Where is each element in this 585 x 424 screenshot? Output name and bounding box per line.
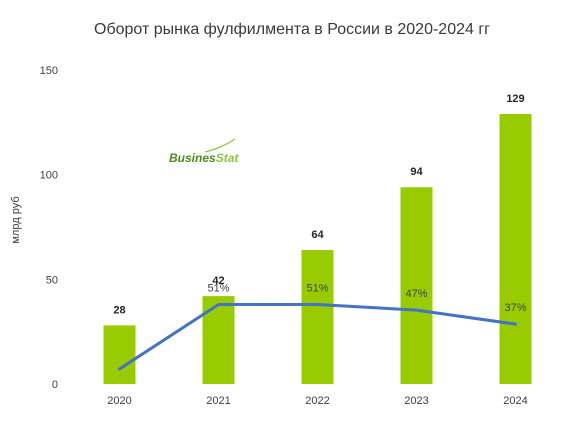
bar-value-label: 42 xyxy=(212,275,224,287)
y-tick-label: 0 xyxy=(52,379,58,391)
logo-text: BusinesStat xyxy=(169,151,239,165)
line-value-label: 51% xyxy=(207,282,229,294)
y-tick-label: 150 xyxy=(40,65,58,77)
bar-value-label: 28 xyxy=(113,304,125,316)
x-tick-label: 2021 xyxy=(206,395,230,407)
y-tick-label: 100 xyxy=(40,170,58,182)
chart-title: Оборот рынка фулфилмента в России в 2020… xyxy=(94,21,490,38)
line-value-label: 47% xyxy=(405,288,427,300)
x-axis: 2020 2021 2022 2023 2024 xyxy=(107,395,527,407)
y-axis-label: млрд руб xyxy=(10,196,22,243)
bar xyxy=(301,250,334,384)
bar xyxy=(499,113,532,385)
businesstat-logo: BusinesStat xyxy=(169,138,239,165)
bar xyxy=(400,187,433,384)
bar xyxy=(202,296,235,384)
line-value-label: 37% xyxy=(504,302,526,314)
share-line-group: 51% 51% 47% 37% xyxy=(118,282,527,371)
bars-group xyxy=(103,113,532,385)
x-tick-label: 2024 xyxy=(503,395,527,407)
x-tick-label: 2023 xyxy=(404,395,428,407)
x-tick-label: 2020 xyxy=(107,395,131,407)
y-axis: 0 50 100 150 xyxy=(40,65,58,391)
line-value-label: 51% xyxy=(306,282,328,294)
bar xyxy=(103,325,136,384)
bar-value-label: 94 xyxy=(410,166,423,178)
bar-value-label: 129 xyxy=(506,93,524,105)
x-tick-label: 2022 xyxy=(305,395,329,407)
y-tick-label: 50 xyxy=(46,274,58,286)
bar-labels-group: 28 42 64 94 129 xyxy=(113,93,524,316)
share-line xyxy=(118,302,517,371)
bar-value-label: 64 xyxy=(311,229,324,241)
